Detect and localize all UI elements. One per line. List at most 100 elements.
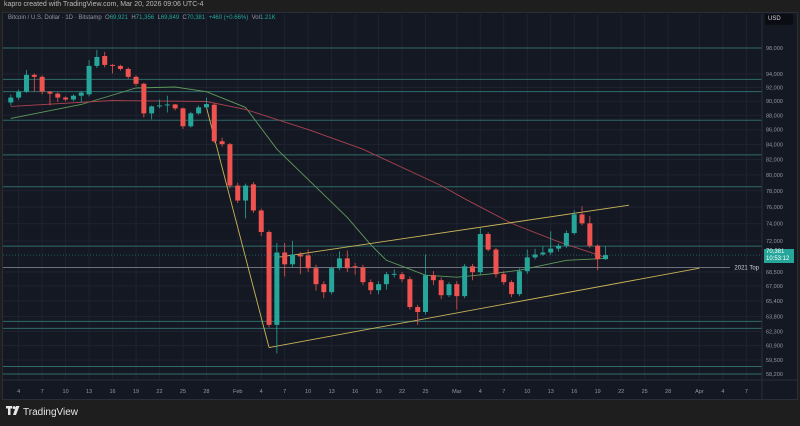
candle-body [133,76,139,84]
candle-body [587,223,593,246]
candle [407,276,413,310]
close-value: 70,381 [186,15,206,21]
time-tick-label: 13 [329,389,335,395]
candle-body [509,282,515,295]
tradingview-logo-text: TradingView [23,406,79,418]
candle [516,268,522,297]
candle [47,90,53,106]
close-label: C [182,15,187,21]
candle [188,111,194,128]
candle [313,264,319,291]
time-tick-label: 13 [86,389,92,395]
candle-body [524,257,530,272]
candle [438,277,444,300]
candle [383,272,389,290]
low-value: 69,849 [160,15,180,21]
candle [587,216,593,248]
candle-body [274,252,280,325]
candle-body [376,284,382,291]
candle [430,271,436,285]
price-tick-label: 63,800 [766,314,783,320]
price-tick-label: 94,000 [766,72,783,78]
candle [8,94,14,106]
candle-body [102,56,108,65]
price-tick-label: 84,000 [766,142,783,148]
candle [149,105,155,120]
candle [595,244,601,271]
candle-body [313,268,319,285]
candle-body [235,185,241,201]
time-tick-label: 22 [399,389,405,395]
candle [110,64,116,74]
candle [78,90,84,103]
candle-body [196,107,202,114]
candle [227,142,233,189]
candle-body [8,97,14,103]
candle-body [563,233,569,246]
candle-body [219,141,225,145]
low-label: L [157,15,161,21]
candle [336,251,342,271]
candle-body [188,113,194,127]
candle-body [110,64,116,66]
candle [258,208,264,236]
candle [156,99,162,109]
price-tick-label: 90,000 [766,99,783,105]
price-tick-label: 58,200 [766,372,783,378]
price-tick-label: 68,500 [766,270,783,276]
time-tick-label: 4 [479,389,482,395]
candle-body [407,279,413,308]
time-tick-label: Mar [452,389,462,395]
candle-body [438,280,444,296]
time-tick-label: 19 [595,389,601,395]
candle-body [532,254,538,258]
volume-label: Vol [251,15,260,21]
candle-body [579,214,585,224]
candle [376,281,382,295]
candle [250,182,256,213]
candle [196,105,202,115]
candle-body [595,245,601,260]
candle-body [501,274,507,283]
candle-body [23,74,29,92]
candle [477,227,483,275]
candle-body [415,307,421,312]
price-tick-label: 65,400 [766,299,783,305]
time-tick-label: Apr [695,389,704,395]
candle [485,232,491,252]
candle [203,97,209,109]
candle [219,137,225,147]
time-tick-label: 22 [618,389,624,395]
price-tick-label: 72,000 [766,239,783,245]
candle-body [243,185,249,201]
candle [31,73,37,92]
trendline [206,107,270,348]
candle [16,89,22,100]
candle [235,182,241,203]
candle-body [556,245,562,249]
currency-button[interactable]: USD [765,14,793,25]
time-tick-label: 25 [422,389,428,395]
candle-body [423,275,429,312]
time-tick-label: 10 [63,389,69,395]
candle-body [172,104,178,109]
candle [117,64,123,71]
candle [274,242,280,354]
tradingview-logo-mark-icon [6,406,20,418]
candle [94,49,100,69]
candle [344,250,350,273]
candle [133,75,139,87]
high-value: 71,356 [135,15,155,21]
candle [266,230,272,328]
candle [556,243,562,252]
candle-body [352,266,358,268]
candle-body [39,76,45,92]
time-tick-label: 7 [745,389,748,395]
candle [415,304,421,325]
time-tick-label: 19 [133,389,139,395]
candle-body [391,273,397,275]
candle-body [290,254,296,265]
time-tick-label: 28 [203,389,209,395]
tradingview-logo[interactable]: TradingView [6,406,78,418]
